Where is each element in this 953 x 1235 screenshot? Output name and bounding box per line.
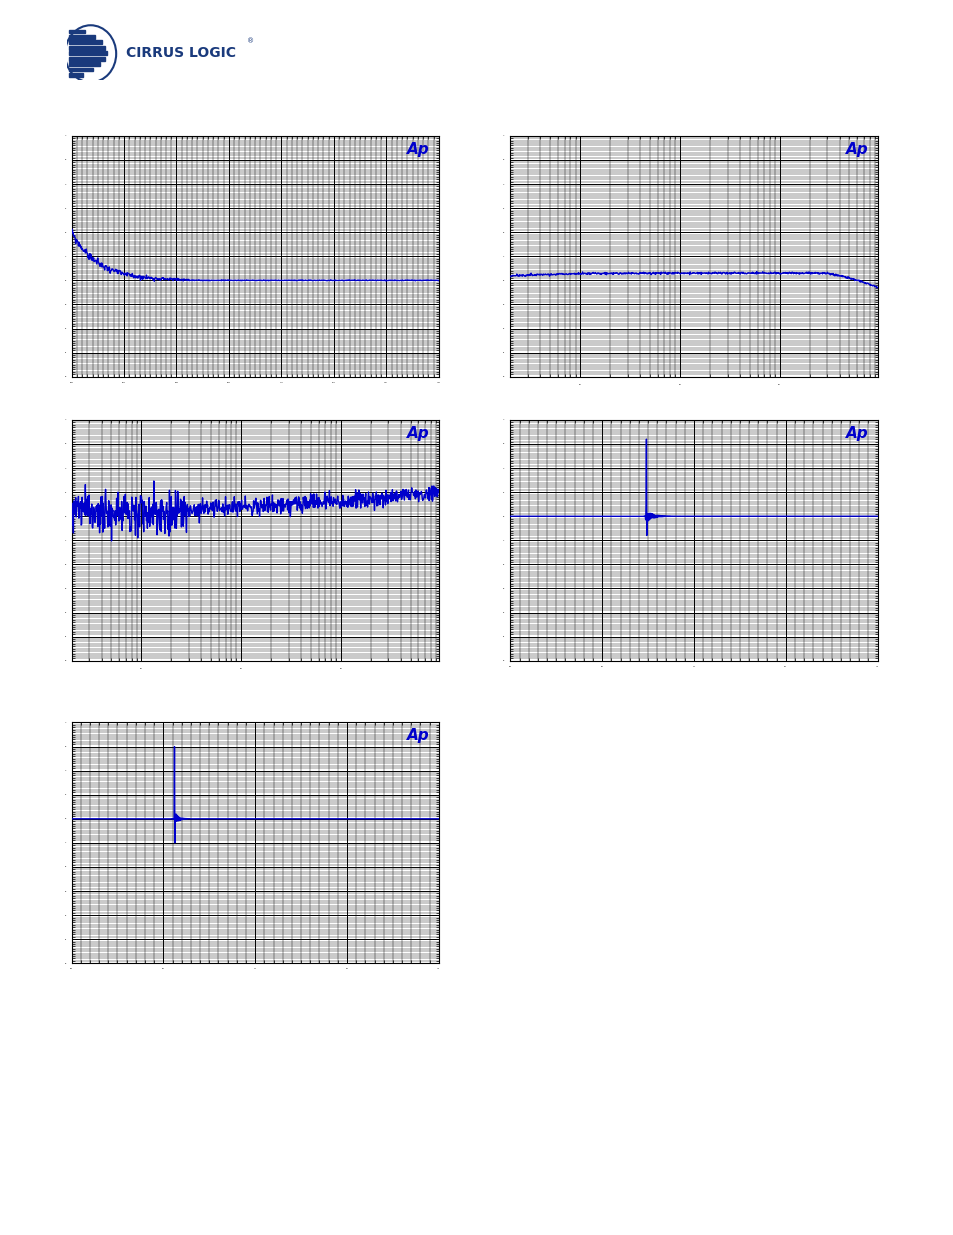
Text: Ap: Ap xyxy=(407,729,429,743)
Text: Ap: Ap xyxy=(845,426,867,441)
Bar xyxy=(70,46,105,49)
Bar xyxy=(70,41,102,44)
Bar xyxy=(70,35,94,38)
Text: Ap: Ap xyxy=(407,142,429,157)
Bar xyxy=(70,73,83,77)
Bar xyxy=(70,62,100,65)
Text: ®: ® xyxy=(246,38,253,44)
Bar xyxy=(70,52,107,56)
Text: Ap: Ap xyxy=(407,426,429,441)
Bar xyxy=(70,57,105,61)
Text: CIRRUS LOGIC: CIRRUS LOGIC xyxy=(126,46,236,61)
Bar xyxy=(70,30,85,33)
Bar xyxy=(70,68,93,72)
Text: Ap: Ap xyxy=(845,142,867,157)
